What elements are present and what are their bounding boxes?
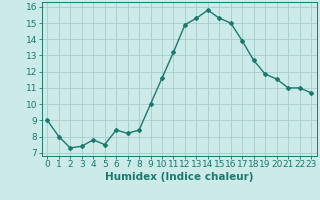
X-axis label: Humidex (Indice chaleur): Humidex (Indice chaleur) <box>105 172 253 182</box>
